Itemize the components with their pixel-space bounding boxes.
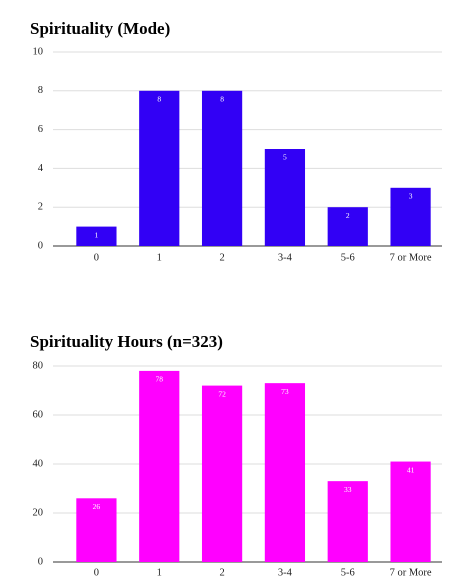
y-tick-label: 8 bbox=[38, 85, 43, 96]
value-label: 78 bbox=[156, 375, 164, 384]
chart-title: Spirituality (Mode) bbox=[30, 19, 170, 38]
bar bbox=[201, 385, 243, 562]
bar bbox=[327, 481, 368, 562]
x-tick-label: 3-4 bbox=[278, 252, 293, 263]
bar bbox=[264, 149, 306, 246]
y-tick-label: 10 bbox=[33, 46, 44, 57]
y-tick-label: 6 bbox=[38, 124, 43, 135]
value-label: 72 bbox=[218, 389, 226, 398]
y-tick-label: 20 bbox=[33, 507, 44, 518]
value-label: 5 bbox=[283, 153, 287, 162]
bar bbox=[139, 370, 180, 562]
value-label: 2 bbox=[346, 211, 350, 220]
y-tick-label: 0 bbox=[38, 240, 43, 251]
x-tick-label: 2 bbox=[219, 252, 224, 263]
x-tick-label: 2 bbox=[219, 567, 224, 578]
x-tick-label: 0 bbox=[94, 567, 99, 578]
bar bbox=[264, 383, 306, 562]
x-tick-label: 1 bbox=[157, 567, 162, 578]
chart-title: Spirituality Hours (n=323) bbox=[30, 332, 223, 351]
value-label: 41 bbox=[407, 465, 415, 474]
value-label: 8 bbox=[157, 95, 161, 104]
x-tick-label: 3-4 bbox=[278, 567, 293, 578]
y-tick-label: 40 bbox=[33, 458, 44, 469]
y-tick-label: 60 bbox=[33, 409, 44, 420]
bar bbox=[76, 226, 117, 246]
bar bbox=[390, 187, 431, 246]
y-tick-label: 0 bbox=[38, 556, 43, 567]
value-label: 73 bbox=[281, 387, 289, 396]
value-label: 33 bbox=[344, 485, 352, 494]
y-tick-label: 2 bbox=[38, 202, 43, 213]
bar bbox=[201, 90, 243, 246]
value-label: 3 bbox=[409, 192, 413, 201]
value-label: 26 bbox=[93, 502, 101, 511]
bar bbox=[139, 90, 180, 246]
bar bbox=[76, 498, 117, 562]
x-tick-label: 7 or More bbox=[390, 252, 432, 263]
value-label: 8 bbox=[220, 95, 224, 104]
x-tick-label: 0 bbox=[94, 252, 99, 263]
x-tick-label: 7 or More bbox=[390, 567, 432, 578]
x-tick-label: 5-6 bbox=[341, 567, 355, 578]
y-tick-label: 4 bbox=[38, 163, 44, 174]
bar bbox=[390, 461, 431, 562]
y-tick-label: 80 bbox=[33, 360, 44, 371]
x-tick-label: 5-6 bbox=[341, 252, 355, 263]
x-tick-label: 1 bbox=[157, 252, 162, 263]
value-label: 1 bbox=[95, 230, 99, 239]
bar bbox=[327, 207, 368, 246]
